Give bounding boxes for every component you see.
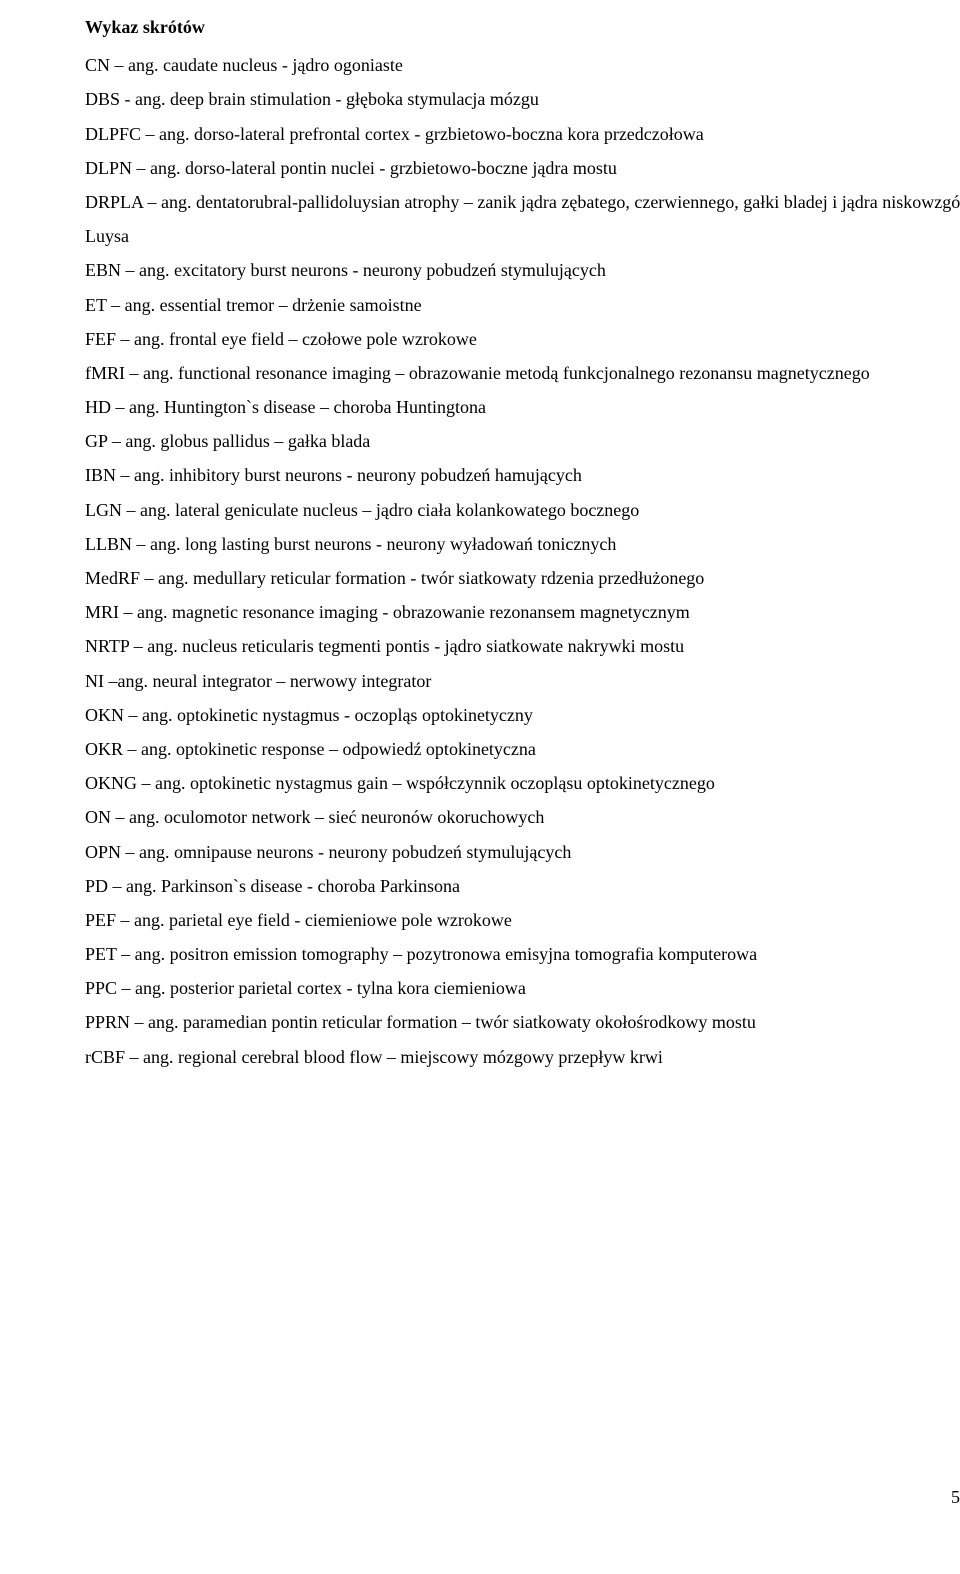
abbreviation-entry: LGN – ang. lateral geniculate nucleus – … xyxy=(85,493,960,527)
abbreviation-entry: NI –ang. neural integrator – nerwowy int… xyxy=(85,664,960,698)
document-title: Wykaz skrótów xyxy=(85,10,960,44)
abbreviation-entry: HD – ang. Huntington`s disease – choroba… xyxy=(85,390,960,424)
abbreviation-entry: DBS - ang. deep brain stimulation - głęb… xyxy=(85,82,960,116)
abbreviation-entry: ON – ang. oculomotor network – sieć neur… xyxy=(85,800,960,834)
abbreviation-entry: PPRN – ang. paramedian pontin reticular … xyxy=(85,1005,960,1039)
abbreviation-entry: EBN – ang. excitatory burst neurons - ne… xyxy=(85,253,960,287)
abbreviation-entry: FEF – ang. frontal eye field – czołowe p… xyxy=(85,322,960,356)
abbreviation-entry: rCBF – ang. regional cerebral blood flow… xyxy=(85,1040,960,1074)
abbreviation-entry: PET – ang. positron emission tomography … xyxy=(85,937,960,971)
abbreviation-entry: OPN – ang. omnipause neurons - neurony p… xyxy=(85,835,960,869)
abbreviation-entry: fMRI – ang. functional resonance imaging… xyxy=(85,356,960,390)
abbreviation-entry: PPC – ang. posterior parietal cortex - t… xyxy=(85,971,960,1005)
abbreviation-entry: OKN – ang. optokinetic nystagmus - oczop… xyxy=(85,698,960,732)
abbreviation-entry: MedRF – ang. medullary reticular formati… xyxy=(85,561,960,595)
abbreviation-entry: ET – ang. essential tremor – drżenie sam… xyxy=(85,288,960,322)
abbreviation-entry: LLBN – ang. long lasting burst neurons -… xyxy=(85,527,960,561)
page-number: 5 xyxy=(951,1480,960,1514)
abbreviation-entry: PD – ang. Parkinson`s disease - choroba … xyxy=(85,869,960,903)
abbreviation-entry: OKR – ang. optokinetic response – odpowi… xyxy=(85,732,960,766)
abbreviation-entry: DLPN – ang. dorso-lateral pontin nuclei … xyxy=(85,151,960,185)
abbreviation-entry: CN – ang. caudate nucleus - jądro ogonia… xyxy=(85,48,960,82)
abbreviation-entry: GP – ang. globus pallidus – gałka blada xyxy=(85,424,960,458)
abbreviation-entry: NRTP – ang. nucleus reticularis tegmenti… xyxy=(85,629,960,663)
abbreviation-entry: OKNG – ang. optokinetic nystagmus gain –… xyxy=(85,766,960,800)
abbreviation-entry: DRPLA – ang. dentatorubral-pallidoluysia… xyxy=(85,185,960,253)
abbreviation-list: CN – ang. caudate nucleus - jądro ogonia… xyxy=(85,48,960,1074)
abbreviation-entry: DLPFC – ang. dorso-lateral prefrontal co… xyxy=(85,117,960,151)
abbreviation-entry: IBN – ang. inhibitory burst neurons - ne… xyxy=(85,458,960,492)
abbreviation-entry: PEF – ang. parietal eye field - ciemieni… xyxy=(85,903,960,937)
abbreviation-entry: MRI – ang. magnetic resonance imaging - … xyxy=(85,595,960,629)
